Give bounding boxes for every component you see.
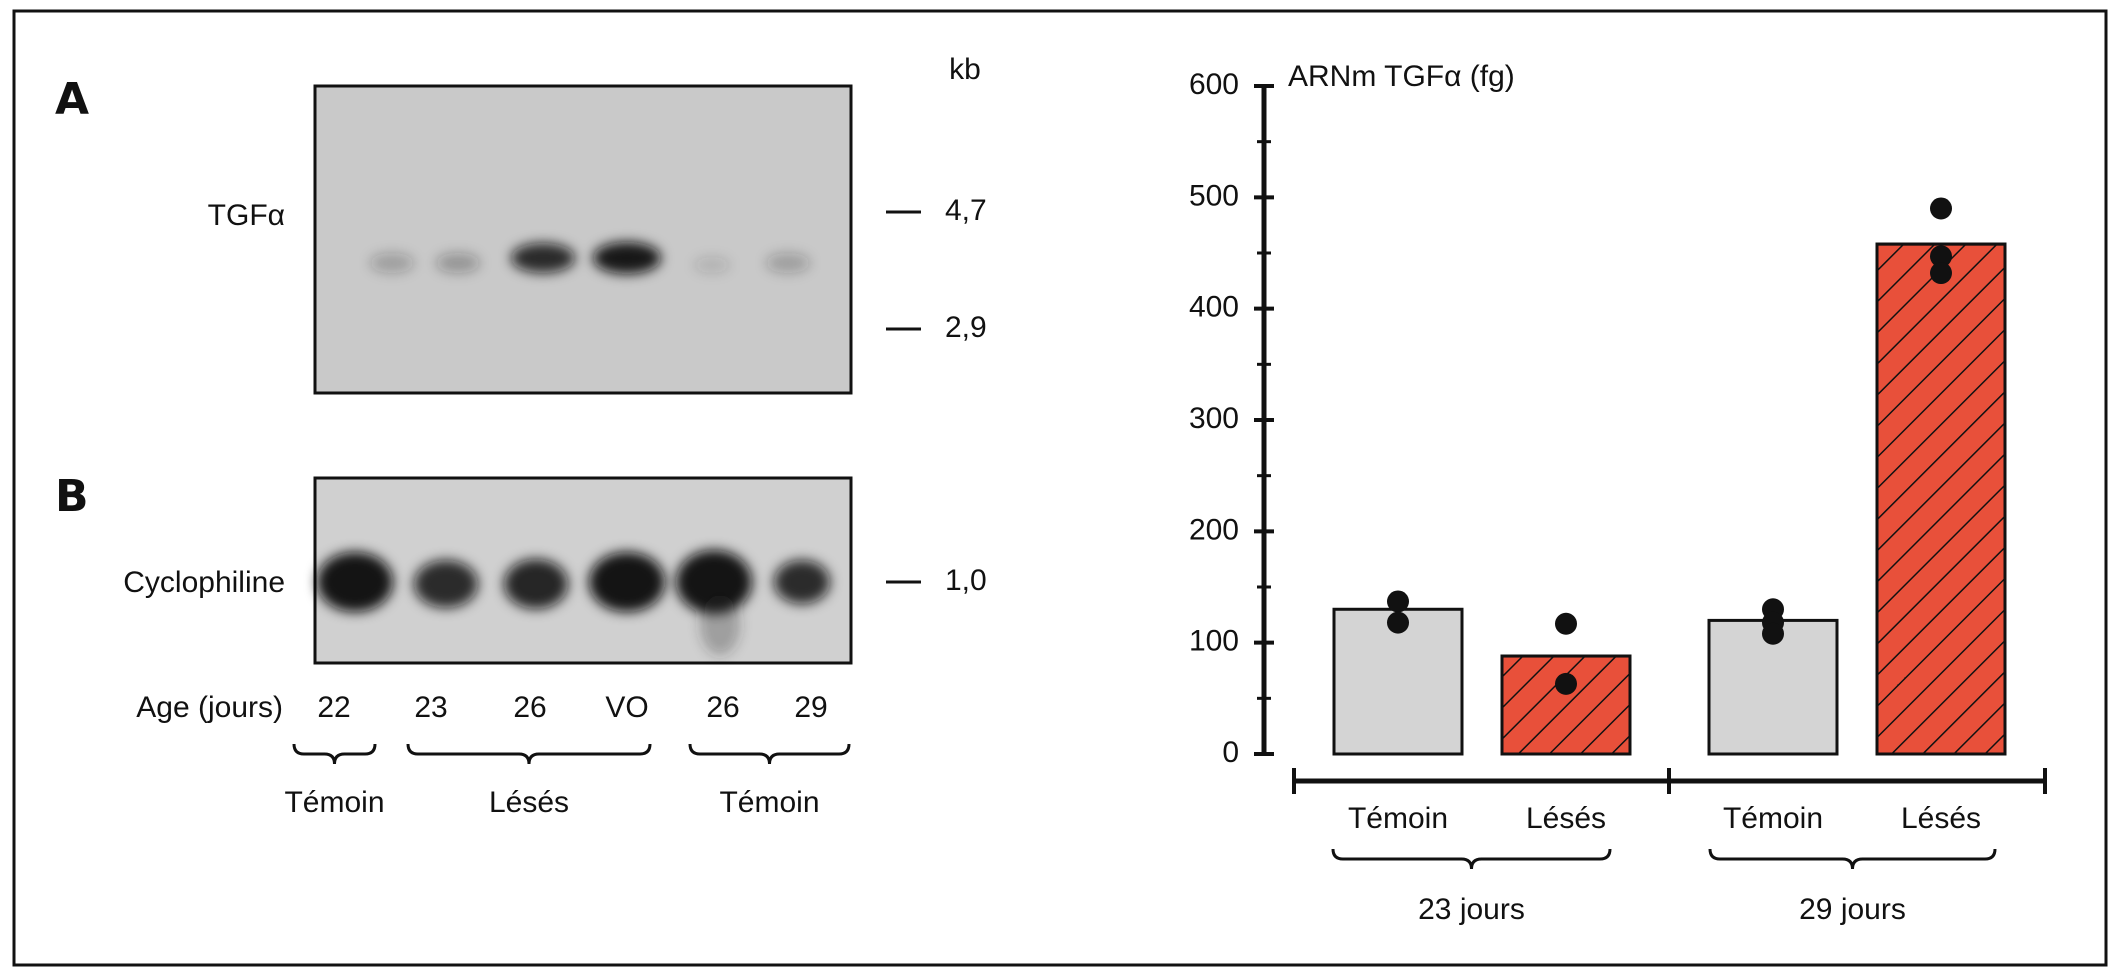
x-tick-label: Lésés [1526, 802, 1606, 835]
x-tick-label: Témoin [1723, 802, 1823, 835]
data-point [1387, 590, 1409, 613]
group-label: 29 jours [1799, 893, 1906, 926]
lane-label: 22 [317, 691, 350, 724]
data-point [1930, 262, 1952, 285]
y-tick-label: 100 [1189, 625, 1239, 658]
x-tick-label: Témoin [1348, 802, 1448, 835]
size-marker: 4,7 [945, 194, 987, 227]
y-tick-label: 500 [1189, 179, 1239, 212]
lane-label: 29 [794, 691, 827, 724]
lane-label: VO [605, 691, 648, 724]
bar-hatch [1500, 654, 1632, 756]
unit-label: kb [949, 53, 981, 86]
group-label: Lésés [489, 786, 569, 819]
brace [1331, 848, 1612, 870]
lane-axis-label: Age (jours) [136, 691, 283, 724]
panel-letter: A [55, 74, 89, 125]
data-point [1555, 672, 1577, 695]
group-label: 23 jours [1418, 893, 1525, 926]
lane-label: 26 [513, 691, 546, 724]
bands [317, 242, 830, 655]
y-axis-label: ARNm TGFα (fg) [1288, 60, 1515, 93]
brace [292, 743, 377, 765]
probe-label: Cyclophiline [123, 566, 285, 599]
y-tick-label: 0 [1222, 736, 1239, 769]
size-marker: 1,0 [945, 564, 987, 597]
group-label: Témoin [284, 786, 384, 819]
brace [688, 743, 851, 765]
data-point [1387, 611, 1409, 634]
brace [1708, 848, 1997, 870]
size-marker: 2,9 [945, 311, 987, 344]
frame [12, 9, 2108, 967]
bar-hatch [1875, 242, 2007, 756]
marker-dashes [886, 210, 921, 584]
group-label: Témoin [719, 786, 819, 819]
data-point [1930, 245, 1952, 268]
blot [313, 84, 853, 395]
y-tick-label: 600 [1189, 68, 1239, 101]
probe-label: TGFα [208, 199, 285, 232]
blot [313, 476, 853, 665]
y-tick-label: 300 [1189, 402, 1239, 435]
lane-label: 26 [706, 691, 739, 724]
x-tick-label: Lésés [1901, 802, 1981, 835]
brace [406, 743, 652, 765]
y-tick-label: 200 [1189, 513, 1239, 546]
panel-letter: B [55, 471, 89, 522]
lane-label: 23 [414, 691, 447, 724]
y-tick-label: 400 [1189, 291, 1239, 324]
data-point [1930, 197, 1952, 220]
data-point [1555, 612, 1577, 635]
data-point [1762, 622, 1784, 645]
